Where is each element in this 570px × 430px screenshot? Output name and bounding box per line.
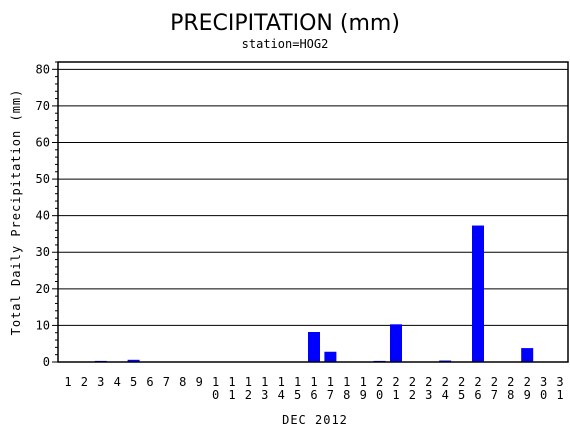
y-tick-label: 10 <box>36 318 50 332</box>
gridlines <box>58 68 568 326</box>
y-tick-label: 70 <box>36 99 50 113</box>
y-tick-label: 0 <box>43 355 50 369</box>
chart-subtitle: station=HOG2 <box>242 37 329 51</box>
y-tick-label: 30 <box>36 245 50 259</box>
bar-day-29 <box>521 348 534 362</box>
y-tick-label: 80 <box>36 62 50 76</box>
y-tick-label: 50 <box>36 172 50 186</box>
x-tick-label: 2 <box>81 375 88 389</box>
y-tick-label: 60 <box>36 135 50 149</box>
x-tick-labels: 1 2 3 4 5 6 7 8 9 1 01 11 21 31 41 51 61 71 81 92 02 12 22 32 42… <box>64 375 563 402</box>
bars <box>94 225 534 362</box>
x-tick-label: 7 <box>163 375 170 389</box>
x-tick-label: 4 <box>114 375 121 389</box>
y-tick-label: 20 <box>36 282 50 296</box>
y-tick-labels: 0 10 20 30 40 50 60 70 80 <box>36 62 50 369</box>
plot-frame <box>57 61 569 363</box>
bar-day-5 <box>127 359 140 362</box>
x-tick-label: 1 <box>64 375 71 389</box>
bar-day-17 <box>324 351 337 362</box>
y-tick-label: 40 <box>36 209 50 223</box>
bar-day-21 <box>390 324 402 362</box>
chart-title: PRECIPITATION (mm) <box>170 11 400 36</box>
bar-day-16 <box>308 332 320 362</box>
y-minor-ticks <box>52 61 58 363</box>
x-tick-label: 3 <box>97 375 104 389</box>
x-tick-label: 5 <box>130 375 137 389</box>
x-tick-label: 6 <box>146 375 153 389</box>
x-tick-label: 8 <box>179 375 186 389</box>
x-tick-label: 9 <box>196 375 203 389</box>
x-axis-label: DEC 2012 <box>282 413 348 427</box>
y-axis-label: Total Daily Precipitation (mm) <box>9 89 23 336</box>
bar-day-26 <box>472 225 484 362</box>
